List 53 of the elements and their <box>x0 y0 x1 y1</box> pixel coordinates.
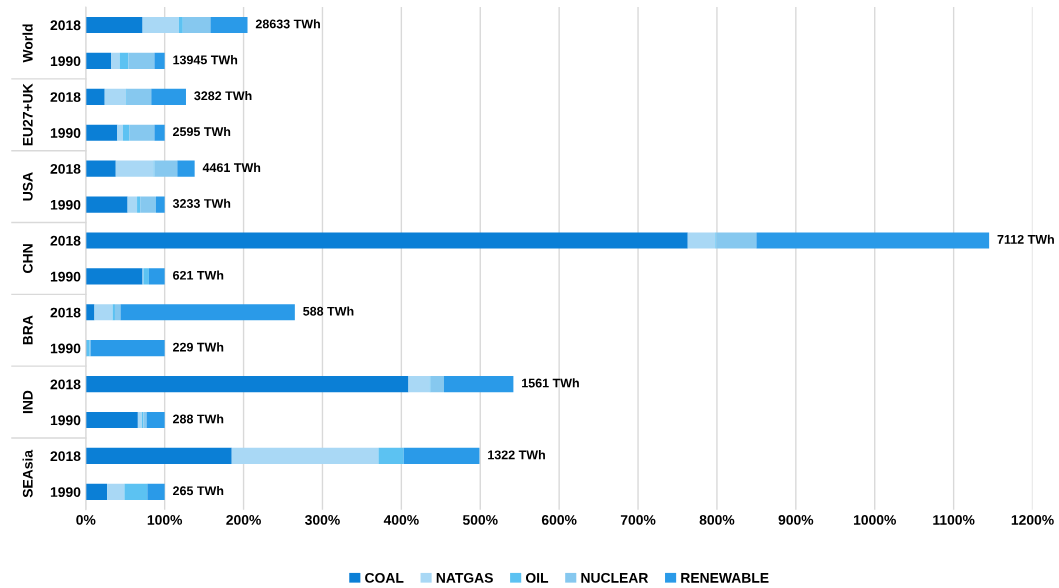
y-tick-label: 1990 <box>50 199 81 210</box>
annotation: 13945 TWh <box>173 55 238 65</box>
text: SEAsia <box>22 449 33 498</box>
x-tick-label: 300% <box>305 515 340 525</box>
y-tick-label: 2018 <box>50 235 81 246</box>
x-tick-label: 700% <box>620 515 656 525</box>
y-tick-label: 2018 <box>50 379 81 390</box>
x-tick-label: 1200% <box>1011 515 1054 525</box>
y-tick-label: 1990 <box>50 487 81 498</box>
text: USA <box>22 172 33 201</box>
x-tick-label: 0% <box>76 515 96 525</box>
legend-label: RENEWABLE <box>681 573 769 583</box>
x-tick-label: 400% <box>383 515 419 525</box>
annotation: 229 TWh <box>173 342 224 352</box>
y-tick-label: 1990 <box>50 128 81 138</box>
y-tick-label: 2018 <box>50 20 81 31</box>
y-tick-label: 2018 <box>50 92 81 102</box>
annotation: 28633 TWh <box>255 19 320 29</box>
y-tick-label: 1990 <box>50 271 81 282</box>
text: World <box>22 24 33 63</box>
x-tick-label: 1000% <box>853 515 896 525</box>
annotation: 265 TWh <box>173 486 224 496</box>
y-tick-label: 2018 <box>50 163 81 174</box>
y-tick-label: 1990 <box>50 343 81 354</box>
y-tick-label: 2018 <box>50 307 81 318</box>
legend-label: COAL <box>365 572 404 583</box>
text: CHN <box>22 244 33 273</box>
x-tick-label: 500% <box>462 515 498 525</box>
x-tick-label: 800% <box>699 515 735 525</box>
annotation: 588 TWh <box>303 306 354 316</box>
annotation: 288 TWh <box>173 414 224 424</box>
x-tick-label: 100% <box>147 515 183 525</box>
x-tick-label: 1100% <box>933 515 975 525</box>
annotation: 1561 TWh <box>522 378 579 388</box>
x-tick-label: 600% <box>541 515 577 525</box>
legend-label: NATGAS <box>436 572 493 583</box>
annotation: 4461 TWh <box>202 162 261 173</box>
x-tick-label: 900% <box>778 515 814 525</box>
annotation: 3233 TWh <box>172 198 231 208</box>
text: EU27+UK <box>22 83 33 146</box>
x-tick-label: 200% <box>226 515 261 525</box>
y-tick-label: 2018 <box>50 451 81 462</box>
annotation: 1322 TWh <box>488 450 545 460</box>
text: BRA <box>23 315 33 345</box>
y-tick-label: 1990 <box>50 56 81 67</box>
y-tick-label: 1990 <box>50 415 81 426</box>
annotation: 3282 TWh <box>194 91 252 101</box>
legend-label: NUCLEAR <box>581 572 649 583</box>
annotation: 621 TWh <box>173 270 224 280</box>
annotation: 7112 TWh <box>997 234 1054 244</box>
annotation: 2595 TWh <box>173 126 231 137</box>
text: IND <box>23 390 33 414</box>
legend-label: OIL <box>525 572 549 583</box>
